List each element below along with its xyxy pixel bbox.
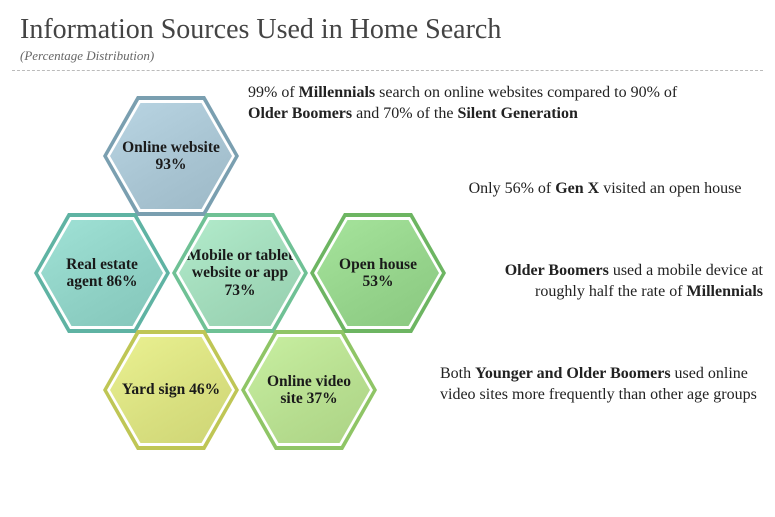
- callout-c4: Both Younger and Older Boomers used onli…: [440, 364, 770, 406]
- callout-c1: 99% of Millennials search on online webs…: [248, 83, 708, 125]
- hex-mobile-tablet: Mobile or tablet website or app 73%: [172, 213, 308, 333]
- callout-c2: Only 56% of Gen X visited an open house: [455, 179, 755, 200]
- hex-real-estate-agent: Real estate agent 86%: [34, 213, 170, 333]
- callout-c3: Older Boomers used a mobile device at ro…: [468, 261, 763, 303]
- infographic-canvas: Online website 93%Real estate agent 86%M…: [0, 71, 775, 501]
- hex-yard-sign: Yard sign 46%: [103, 330, 239, 450]
- hex-online-website: Online website 93%: [103, 96, 239, 216]
- page-title: Information Sources Used in Home Search: [0, 0, 775, 46]
- page-subtitle: (Percentage Distribution): [0, 46, 775, 70]
- hex-online-video: Online video site 37%: [241, 330, 377, 450]
- hex-open-house: Open house 53%: [310, 213, 446, 333]
